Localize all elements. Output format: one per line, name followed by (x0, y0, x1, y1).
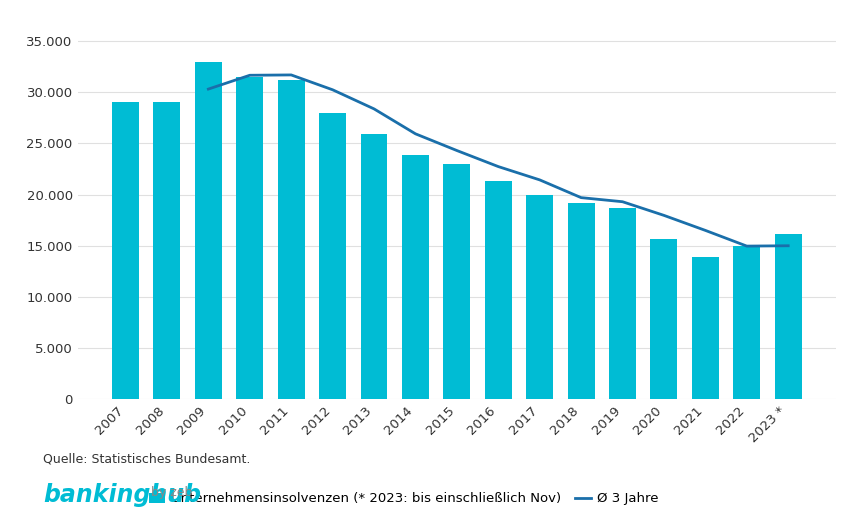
Bar (525, 195, 553, 399)
Bar (153, 102, 180, 399)
Bar (567, 203, 594, 399)
Bar (401, 155, 429, 399)
Bar (443, 164, 470, 399)
Text: Quelle: Statistisches Bundesamt.: Quelle: Statistisches Bundesamt. (43, 453, 251, 466)
Text: bankinghub: bankinghub (43, 483, 201, 507)
Bar (360, 134, 387, 399)
Bar (609, 208, 635, 399)
Bar (195, 62, 221, 399)
Bar (319, 113, 345, 399)
Bar (277, 80, 304, 399)
Legend: Unternehmensinsolvenzen (* 2023: bis einschließlich Nov), Ø 3 Jahre: Unternehmensinsolvenzen (* 2023: bis ein… (144, 487, 663, 510)
Bar (112, 102, 139, 399)
Bar (774, 234, 801, 399)
Bar (650, 239, 677, 399)
Bar (733, 246, 759, 399)
Bar (691, 257, 718, 399)
Bar (236, 77, 263, 399)
Bar (484, 181, 511, 399)
Text: by zeb: by zeb (151, 486, 192, 499)
